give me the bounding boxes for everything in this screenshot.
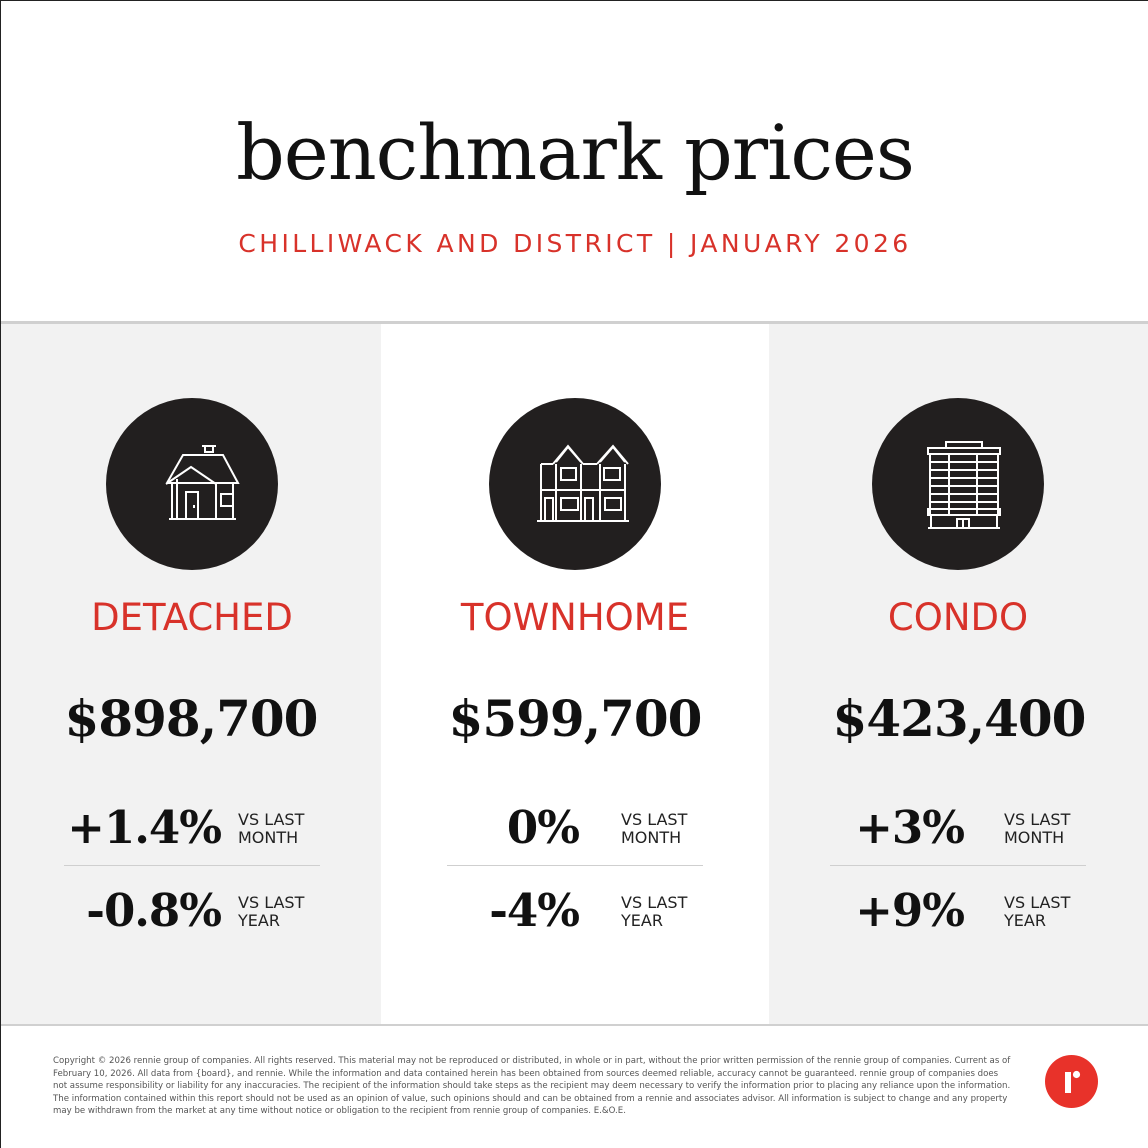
year-caption-line1: VS LAST [621, 893, 688, 912]
townhome-stat-divider [447, 865, 703, 866]
month-caption-line2: MONTH [621, 828, 682, 847]
condo-month-caption: VS LAST MONTH [1004, 811, 1124, 847]
detached-panel: DETACHED $898,700 +1.4% VS LAST MONTH -0… [1, 324, 381, 1024]
detached-month-stat: +1.4% VS LAST MONTH [1, 798, 381, 858]
detached-month-caption: VS LAST MONTH [238, 811, 358, 847]
year-caption-line2: YEAR [238, 911, 280, 930]
month-caption-line2: MONTH [1004, 828, 1065, 847]
rennie-logo-icon [1045, 1055, 1098, 1108]
condo-year-change: +9% [855, 884, 965, 937]
month-caption-line1: VS LAST [1004, 810, 1071, 829]
townhome-year-caption: VS LAST YEAR [621, 894, 741, 930]
year-caption-line1: VS LAST [1004, 893, 1071, 912]
year-caption-line2: YEAR [621, 911, 663, 930]
townhome-icon-circle [489, 398, 661, 570]
header: benchmark prices CHILLIWACK AND DISTRICT… [1, 1, 1148, 322]
condo-year-caption: VS LAST YEAR [1004, 894, 1124, 930]
townhome-year-stat: -4% VS LAST YEAR [381, 881, 769, 941]
condo-month-change: +3% [855, 801, 965, 854]
page-title: benchmark prices [236, 108, 915, 197]
detached-month-change: +1.4% [67, 801, 222, 854]
condo-panel: CONDO $423,400 +3% VS LAST MONTH +9% VS … [769, 324, 1148, 1024]
townhome-month-stat: 0% VS LAST MONTH [381, 798, 769, 858]
townhome-label: TOWNHOME [460, 596, 690, 639]
year-caption-line2: YEAR [1004, 911, 1046, 930]
header-divider [1, 321, 1148, 324]
condo-month-stat: +3% VS LAST MONTH [769, 798, 1148, 858]
condo-price: $423,400 [832, 689, 1087, 748]
condo-icon-circle [872, 398, 1044, 570]
condo-label: CONDO [887, 596, 1029, 639]
detached-label: DETACHED [91, 596, 293, 639]
month-caption-line1: VS LAST [621, 810, 688, 829]
detached-year-change: -0.8% [86, 884, 222, 937]
condo-building-icon [927, 441, 1001, 529]
month-caption-line1: VS LAST [238, 810, 305, 829]
house-icon [165, 445, 240, 520]
rennie-logo-mark [1065, 1070, 1081, 1093]
detached-stat-divider [64, 865, 320, 866]
footer: Copyright © 2026 rennie group of compani… [1, 1026, 1148, 1148]
year-caption-line1: VS LAST [238, 893, 305, 912]
condo-year-stat: +9% VS LAST YEAR [769, 881, 1148, 941]
detached-price: $898,700 [64, 689, 319, 748]
townhome-price: $599,700 [448, 689, 703, 748]
month-caption-line2: MONTH [238, 828, 299, 847]
detached-year-stat: -0.8% VS LAST YEAR [1, 881, 381, 941]
townhome-panel: TOWNHOME $599,700 0% VS LAST MONTH -4% V… [381, 324, 769, 1024]
townhome-month-caption: VS LAST MONTH [621, 811, 741, 847]
townhouse-icon [537, 444, 629, 522]
townhome-year-change: -4% [489, 884, 580, 937]
detached-icon-circle [106, 398, 278, 570]
page-subtitle: CHILLIWACK AND DISTRICT | JANUARY 2026 [238, 229, 912, 258]
townhome-month-change: 0% [506, 801, 580, 854]
condo-stat-divider [830, 865, 1086, 866]
detached-year-caption: VS LAST YEAR [238, 894, 358, 930]
footer-divider [1, 1024, 1148, 1026]
disclaimer-text: Copyright © 2026 rennie group of compani… [53, 1056, 1011, 1116]
